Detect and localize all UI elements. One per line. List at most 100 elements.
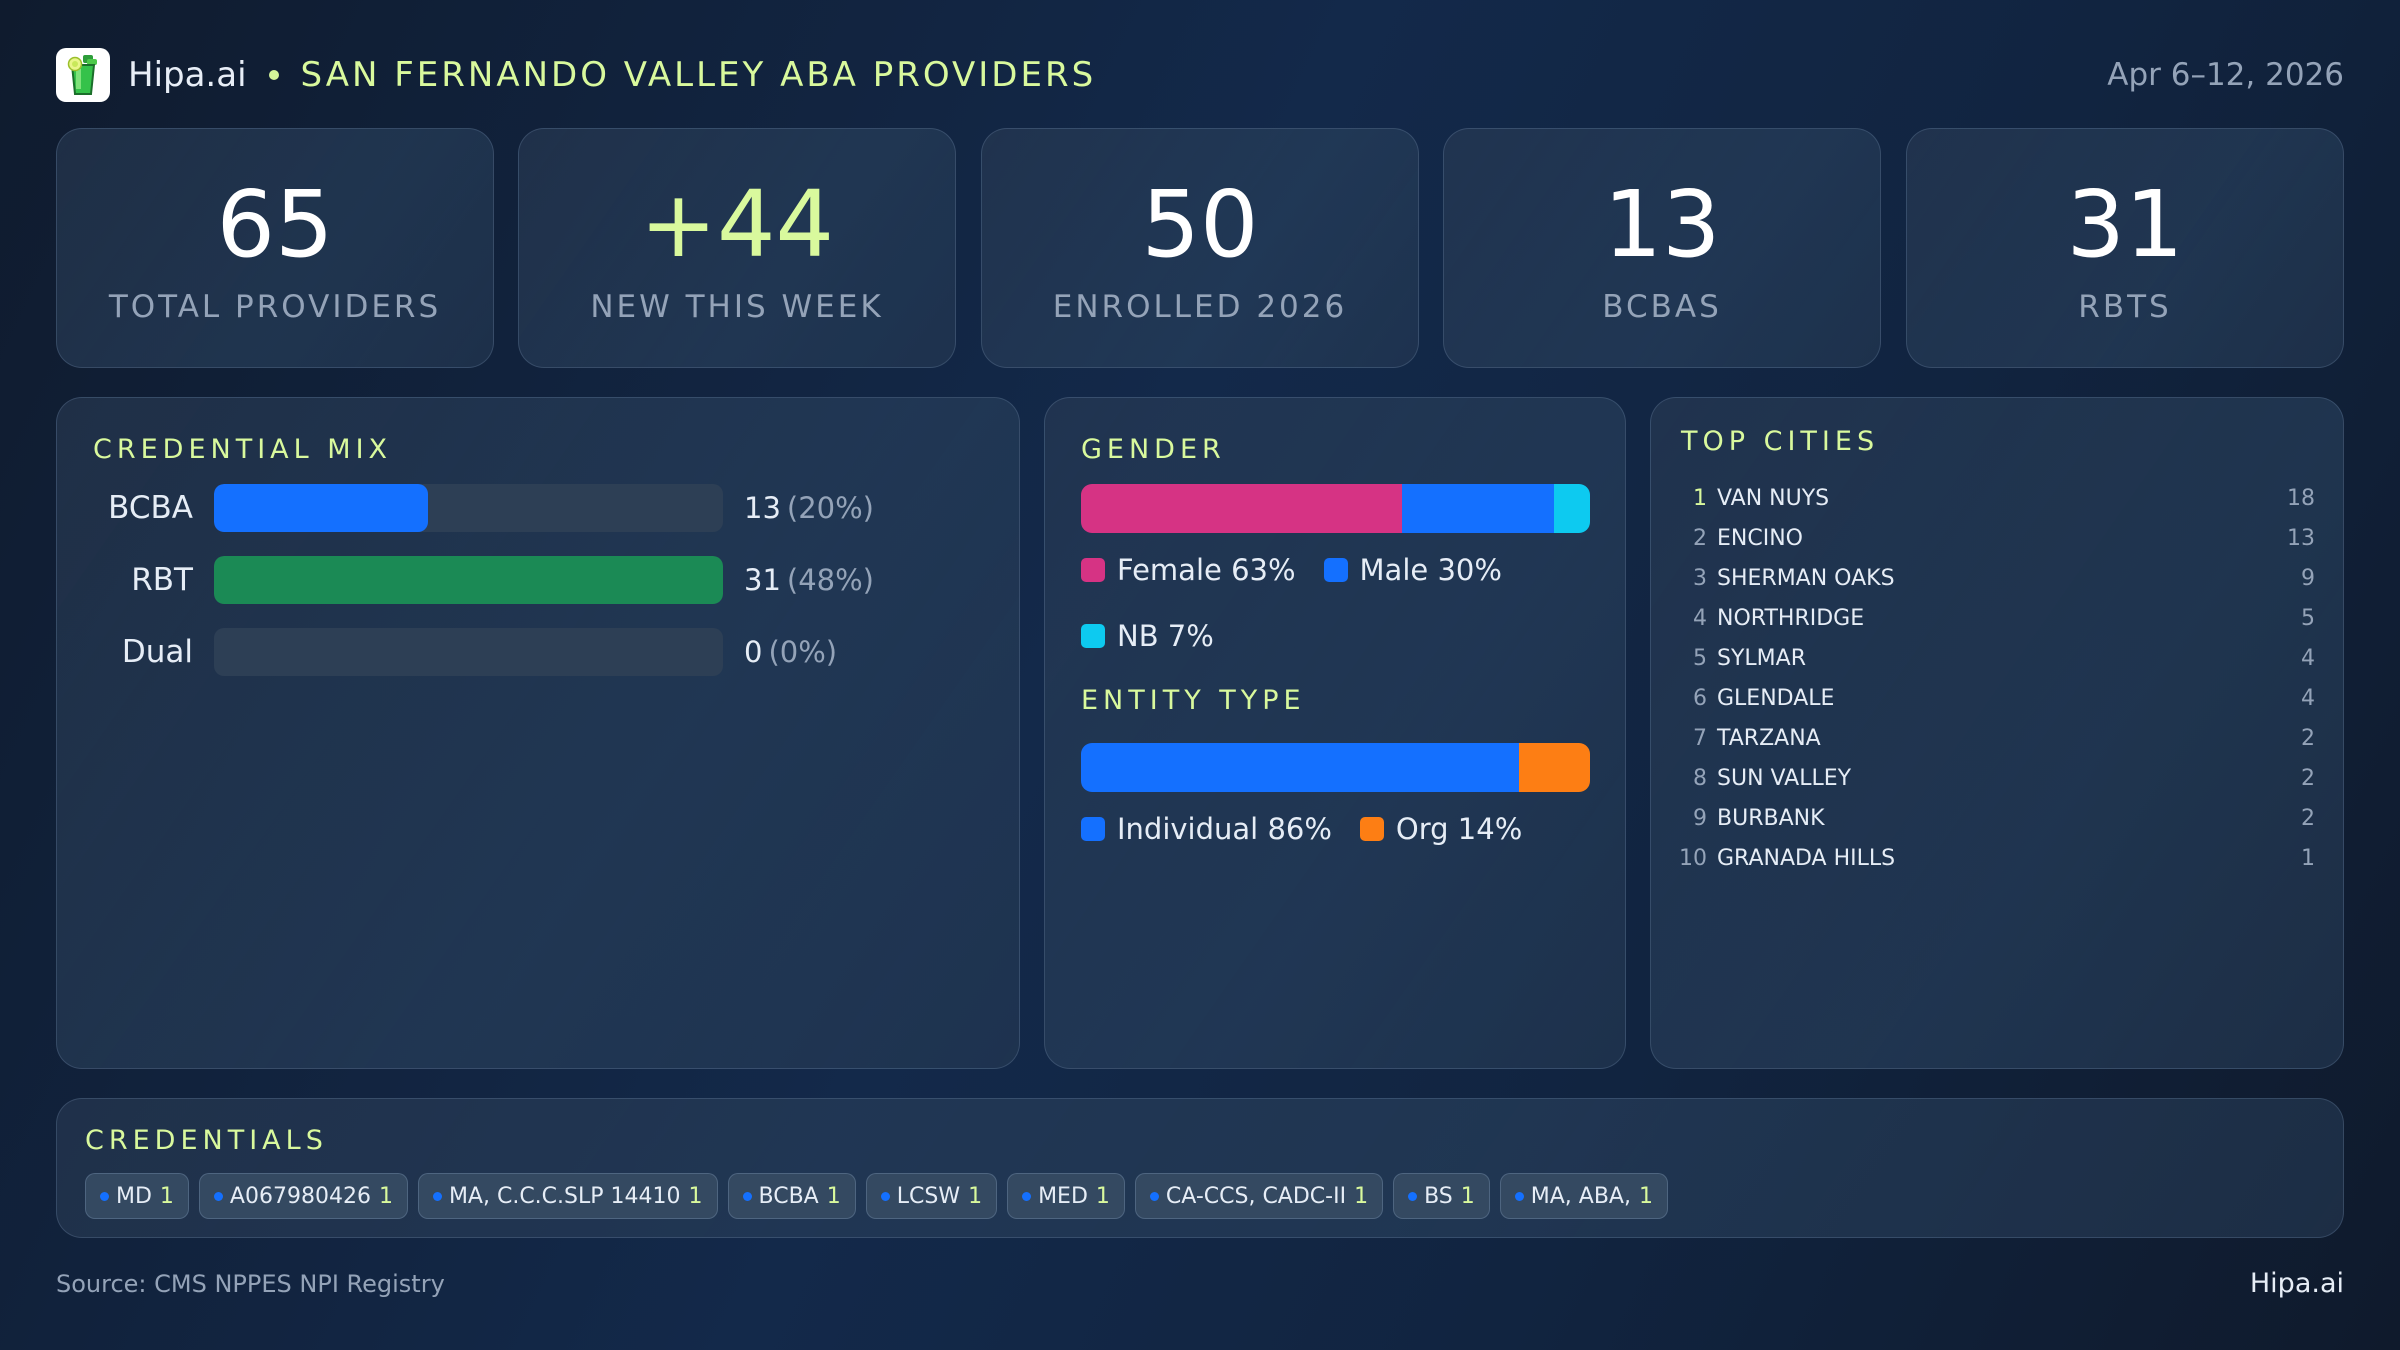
bullet-icon	[432, 1191, 442, 1201]
legend-item: Org 14%	[1359, 812, 1523, 846]
logo	[56, 48, 110, 102]
gender-title: GENDER	[1081, 434, 1226, 465]
kpi-enrolled-2026: 50 ENROLLED 2026	[981, 128, 1419, 368]
kpi-value: 31	[2066, 171, 2184, 278]
kpi-value: 13	[1603, 171, 1721, 278]
legend-item: NB 7%	[1081, 619, 1214, 653]
city-count: 2	[2301, 725, 2315, 751]
bar-segment	[1554, 484, 1590, 533]
kpi-label: TOTAL PROVIDERS	[108, 289, 442, 325]
city-name: BURBANK	[1717, 805, 1825, 831]
city-rank: 6	[1693, 685, 1707, 711]
bar-segment	[1081, 743, 1519, 792]
legend-item: Female 63%	[1081, 553, 1296, 587]
kpi-label: ENROLLED 2026	[1052, 289, 1348, 325]
bullet-icon	[1149, 1191, 1159, 1201]
city-rank: 1	[1693, 485, 1707, 511]
gender-stacked-bar	[1081, 484, 1590, 533]
city-row: 9 BURBANK 2	[1679, 798, 2315, 838]
mix-row-bcba: BCBA 13 (20%)	[57, 484, 1019, 532]
date-range: Apr 6–12, 2026	[2107, 57, 2344, 93]
panel-title: TOP CITIES	[1681, 426, 1880, 457]
city-row: 8 SUN VALLEY 2	[1679, 758, 2315, 798]
city-count: 9	[2301, 565, 2315, 591]
kpi-bcbas: 13 BCBAS	[1443, 128, 1881, 368]
city-row: 4 NORTHRIDGE 5	[1679, 598, 2315, 638]
legend-swatch-icon	[1081, 817, 1105, 841]
city-count: 1	[2301, 845, 2315, 871]
mix-value: 31 (48%)	[744, 563, 874, 597]
kpi-total-providers: 65 TOTAL PROVIDERS	[56, 128, 494, 368]
city-rank: 9	[1693, 805, 1707, 831]
kpi-label: BCBAS	[1602, 289, 1722, 325]
city-rank: 2	[1693, 525, 1707, 551]
credential-chip: LCSW 1	[865, 1173, 998, 1219]
mix-value: 0 (0%)	[744, 635, 838, 669]
kpi-value: +44	[639, 171, 835, 278]
kpi-label: RBTS	[2078, 289, 2172, 325]
source-note: Source: CMS NPPES NPI Registry	[56, 1270, 445, 1298]
credential-chip: MA, C.C.C.SLP 14410 1	[417, 1173, 718, 1219]
panel-title: CREDENTIALS	[85, 1125, 328, 1156]
city-rank: 5	[1693, 645, 1707, 671]
mix-row-dual: Dual 0 (0%)	[57, 628, 1019, 676]
bullet-icon	[1022, 1191, 1032, 1201]
legend-label: Female 63%	[1117, 553, 1296, 587]
header: Hipa.ai SAN FERNANDO VALLEY ABA PROVIDER…	[56, 48, 2344, 102]
legend-swatch-icon	[1081, 624, 1105, 648]
brand-name: Hipa.ai	[128, 55, 247, 95]
separator-dot	[268, 70, 279, 80]
legend-label: Individual 86%	[1117, 812, 1332, 846]
city-name: VAN NUYS	[1717, 485, 1830, 511]
city-row: 7 TARZANA 2	[1679, 718, 2315, 758]
credential-chip: A067980426 1	[198, 1173, 408, 1219]
footer-brand: Hipa.ai	[2249, 1268, 2344, 1299]
city-row: 5 SYLMAR 4	[1679, 638, 2315, 678]
city-count: 18	[2287, 485, 2315, 511]
mix-label: Dual	[121, 634, 193, 670]
kpi-value: 65	[216, 171, 334, 278]
panel-title: CREDENTIAL MIX	[93, 434, 393, 465]
bullet-icon	[742, 1191, 752, 1201]
legend-swatch-icon	[1323, 558, 1348, 582]
legend-swatch-icon	[1359, 817, 1384, 841]
gender-entity-panel: GENDER Female 63% Male 30% NB 7% ENTITY TY…	[1044, 397, 1626, 1069]
bullet-icon	[1514, 1191, 1524, 1201]
legend-label: Org 14%	[1395, 812, 1523, 846]
city-name: SUN VALLEY	[1717, 765, 1852, 791]
mix-label: RBT	[131, 562, 193, 598]
mix-label: BCBA	[108, 490, 193, 526]
city-list: 1 VAN NUYS 18 2 ENCINO 13 3 SHERMAN OAKS 9 4 NO…	[1679, 478, 2315, 878]
legend-item: Male 30%	[1323, 553, 1502, 587]
city-row: 10 GRANADA HILLS 1	[1679, 838, 2315, 878]
city-count: 4	[2301, 685, 2315, 711]
credential-chip: BCBA 1	[727, 1173, 856, 1219]
city-row: 3 SHERMAN OAKS 9	[1679, 558, 2315, 598]
city-row: 2 ENCINO 13	[1679, 518, 2315, 558]
bar-segment	[1401, 484, 1555, 533]
bullet-icon	[1408, 1191, 1418, 1201]
city-rank: 3	[1693, 565, 1707, 591]
mix-value: 13 (20%)	[744, 491, 874, 525]
credential-chip: MD 1	[85, 1173, 189, 1219]
mojito-glass-icon	[67, 55, 97, 95]
credentials-panel: CREDENTIALS MD 1 A067980426 1 MA, C.C.C.SL…	[56, 1098, 2344, 1238]
entity-type-title: ENTITY TYPE	[1081, 685, 1306, 716]
city-rank: 8	[1693, 765, 1707, 791]
city-name: GLENDALE	[1717, 685, 1835, 711]
bar-segment	[1518, 743, 1590, 792]
mix-bar-fill	[214, 484, 428, 532]
credential-chip: MA, ABA, 1	[1499, 1173, 1668, 1219]
city-name: TARZANA	[1717, 725, 1821, 751]
credential-chips: MD 1 A067980426 1 MA, C.C.C.SLP 14410 1 BCB…	[85, 1173, 1668, 1219]
city-count: 2	[2301, 805, 2315, 831]
city-count: 13	[2287, 525, 2315, 551]
credential-mix-panel: CREDENTIAL MIX BCBA 13 (20%) RBT 31 (48%) …	[56, 397, 1020, 1069]
mix-bar-track	[214, 484, 723, 532]
bullet-icon	[880, 1191, 890, 1201]
bar-segment	[1081, 484, 1402, 533]
kpi-value: 50	[1141, 171, 1259, 278]
city-name: ENCINO	[1717, 525, 1803, 551]
city-name: GRANADA HILLS	[1717, 845, 1896, 871]
kpi-rbts: 31 RBTS	[1906, 128, 2344, 368]
